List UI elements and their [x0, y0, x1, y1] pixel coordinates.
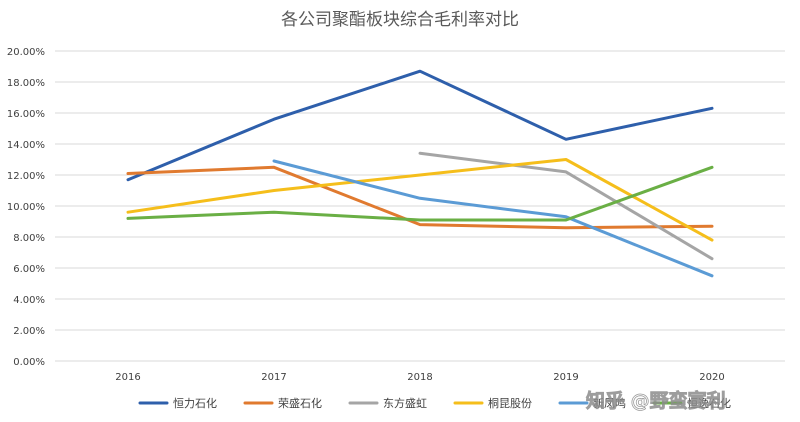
y-tick-label: 20.00% — [7, 47, 45, 58]
y-tick-label: 4.00% — [13, 295, 45, 306]
legend-label: 桐昆股份 — [488, 396, 532, 410]
y-tick-label: 16.00% — [7, 109, 45, 120]
x-tick-label: 2016 — [115, 372, 140, 383]
legend-label: 东方盛虹 — [383, 396, 427, 410]
y-tick-label: 2.00% — [13, 326, 45, 337]
y-tick-label: 0.00% — [13, 357, 45, 368]
y-tick-label: 18.00% — [7, 78, 45, 89]
y-tick-label: 10.00% — [7, 202, 45, 213]
x-tick-label: 2018 — [407, 372, 432, 383]
watermark-text: 知乎 @野蛮宴利 — [586, 389, 726, 412]
x-tick-label: 2020 — [699, 372, 724, 383]
y-tick-label: 6.00% — [13, 264, 45, 275]
legend-label: 荣盛石化 — [278, 396, 322, 410]
y-tick-label: 14.00% — [7, 140, 45, 151]
legend-label: 恒力石化 — [173, 396, 217, 410]
chart-title: 各公司聚酯板块综合毛利率对比 — [281, 10, 519, 30]
y-tick-label: 8.00% — [13, 233, 45, 244]
x-tick-label: 2019 — [553, 372, 578, 383]
y-tick-label: 12.00% — [7, 171, 45, 182]
x-tick-label: 2017 — [261, 372, 286, 383]
